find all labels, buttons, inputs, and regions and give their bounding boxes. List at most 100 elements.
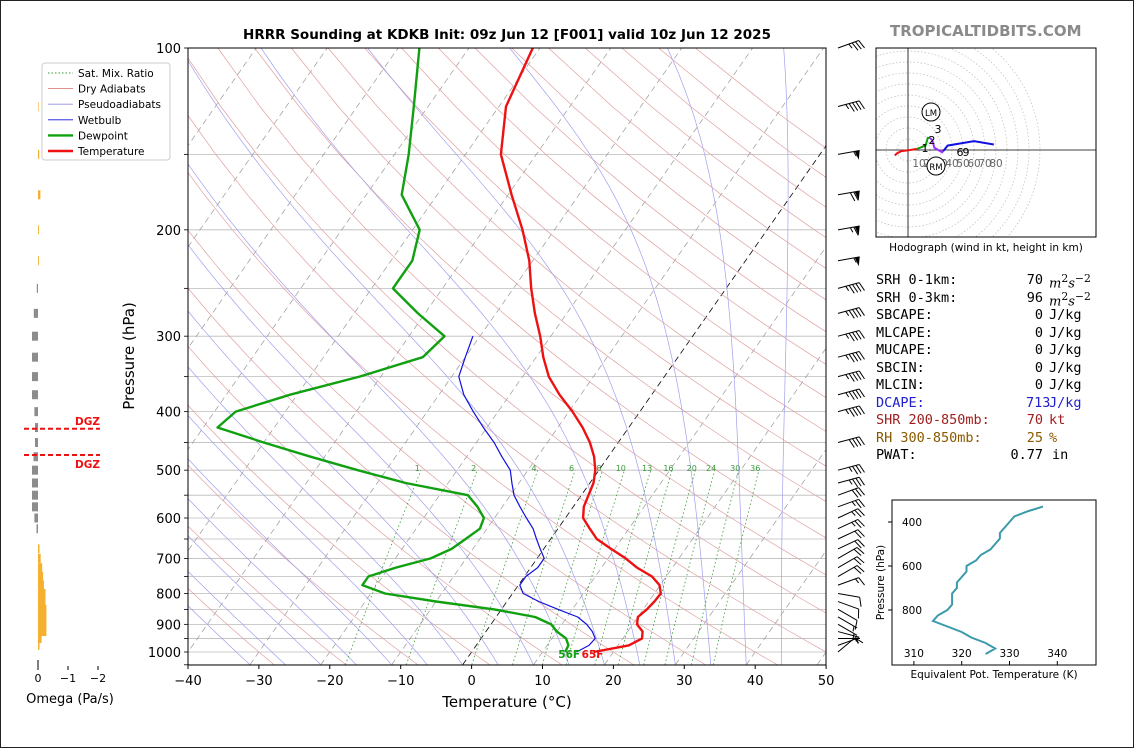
- stat-label: PWAT:: [876, 447, 917, 463]
- omega-bar: [36, 524, 38, 534]
- hodograph-height-label: 2: [929, 134, 936, 147]
- stat-value: 70: [1026, 272, 1043, 288]
- stat-label: SRH 0-1km:: [876, 272, 958, 288]
- mixing-ratio-label: 10: [616, 464, 626, 473]
- stat-unit: m2s−2: [1049, 289, 1091, 309]
- moist-adiabat: [667, 48, 747, 665]
- stat-unit: kt: [1049, 412, 1066, 428]
- isotherm-line: [391, 48, 824, 665]
- legend-label: Dewpoint: [78, 130, 128, 142]
- hodograph-height-label: 6: [957, 146, 964, 159]
- omega-tick-label: −1: [60, 672, 76, 685]
- hodograph-caption: Hodograph (wind in kt, height in km): [889, 242, 1083, 254]
- omega-bar: [32, 502, 38, 512]
- omega-bar: [38, 572, 44, 582]
- freezing-isotherm: [462, 145, 826, 665]
- dry-adiabat: [188, 287, 634, 665]
- y-tick-label: 700: [156, 552, 181, 567]
- dry-adiabat: [438, 48, 826, 365]
- isotherm-line: [675, 448, 826, 665]
- omega-bar: [33, 308, 38, 318]
- stat-row: MLCIN: 0 J/kg: [876, 377, 1082, 393]
- omega-bar: [35, 438, 38, 448]
- omega-bar: [38, 553, 41, 563]
- wind-barb: [837, 256, 860, 267]
- surface-temperature-label: 65F: [582, 649, 604, 661]
- watermark: TROPICALTIDBITS.COM: [890, 22, 1082, 40]
- theta-e-x-tick-label: 320: [952, 648, 972, 660]
- omega-bar: [38, 627, 47, 637]
- isotherm-line: [188, 48, 612, 653]
- omega-bar: [38, 597, 46, 607]
- wind-barb: [837, 150, 860, 160]
- legend-label: Dry Adiabats: [78, 84, 146, 96]
- moist-adiabat: [188, 498, 357, 665]
- hodograph-trace: [942, 140, 994, 152]
- dry-adiabat: [188, 345, 562, 665]
- wind-barb: [837, 637, 864, 653]
- wind-barb: [837, 539, 865, 550]
- wind-barb: [837, 388, 865, 400]
- stat-unit: %: [1049, 429, 1058, 446]
- omega-bar: [38, 190, 41, 200]
- wind-barb: [837, 565, 865, 577]
- stat-value: 70: [1026, 412, 1043, 428]
- x-tick-label: −40: [174, 674, 201, 689]
- omega-bar: [38, 102, 39, 112]
- isotherm-line: [188, 48, 541, 552]
- moist-adiabat: [188, 310, 499, 665]
- omega-bar: [38, 225, 39, 235]
- wetbulb-line: [458, 335, 596, 653]
- wind-barb: [837, 40, 865, 51]
- dry-adiabat: [401, 48, 826, 399]
- mixing-ratio-label: 36: [750, 464, 760, 473]
- wind-barb: [837, 631, 860, 642]
- wind-barb: [837, 190, 860, 202]
- hodograph-ring-label: 10: [912, 158, 925, 170]
- stat-value: 25: [1026, 429, 1043, 446]
- omega-bar: [38, 563, 43, 573]
- wind-barb: [837, 508, 865, 519]
- mixing-ratio-line: [617, 470, 673, 665]
- stat-unit: J/kg: [1049, 359, 1082, 376]
- dry-adiabat: [188, 464, 419, 665]
- wind-barb: [837, 351, 865, 363]
- wind-barb: [837, 370, 865, 382]
- hodograph: 102030405060708012369LMRMHodograph (wind…: [875, 47, 1097, 254]
- dry-adiabat: [188, 229, 706, 665]
- wind-barb: [837, 100, 865, 112]
- stat-row: SHR 200-850mb: 70 kt: [876, 412, 1065, 428]
- stat-label: MLCIN:: [876, 377, 925, 393]
- wind-barb: [837, 556, 865, 569]
- hodograph-ring-label: 60: [967, 158, 980, 170]
- stat-label: RH 300-850mb:: [876, 429, 982, 446]
- x-tick-label: −30: [245, 674, 272, 689]
- hodograph-ring-label: 80: [989, 158, 1002, 170]
- omega-bar: [32, 390, 38, 400]
- omega-bar: [32, 478, 38, 488]
- stat-value: 96: [1026, 289, 1043, 306]
- wind-barb: [837, 547, 865, 559]
- hodograph-ring-label: 40: [945, 158, 958, 170]
- x-axis-label: Temperature (°C): [441, 693, 571, 711]
- stat-label: SRH 0-3km:: [876, 289, 958, 306]
- omega-bar: [35, 423, 38, 433]
- wind-barb: [837, 577, 865, 586]
- stat-unit: in: [1052, 447, 1069, 463]
- stat-unit: m2s−2: [1049, 272, 1091, 292]
- lm-marker: [921, 102, 941, 122]
- theta-e-x-tick-label: 340: [1047, 648, 1067, 660]
- legend: Sat. Mix. Ratio Dry Adiabats Pseudoadiabat…: [41, 62, 171, 161]
- theta-e-x-tick-label: 310: [904, 648, 924, 660]
- wind-barb: [837, 498, 865, 509]
- dewpoint-line: [216, 48, 570, 653]
- moist-adiabat: [188, 366, 463, 665]
- legend-label: Sat. Mix. Ratio: [78, 68, 154, 80]
- omega-bar: [33, 452, 38, 462]
- wind-barb: [837, 616, 858, 632]
- stat-value: 0: [1034, 307, 1043, 323]
- wind-barb: [837, 464, 865, 475]
- stat-value: 0.77: [1010, 447, 1043, 463]
- surface-dewpoint-label: 56F: [558, 649, 580, 661]
- stat-row: PWAT: 0.77 in: [876, 447, 1068, 463]
